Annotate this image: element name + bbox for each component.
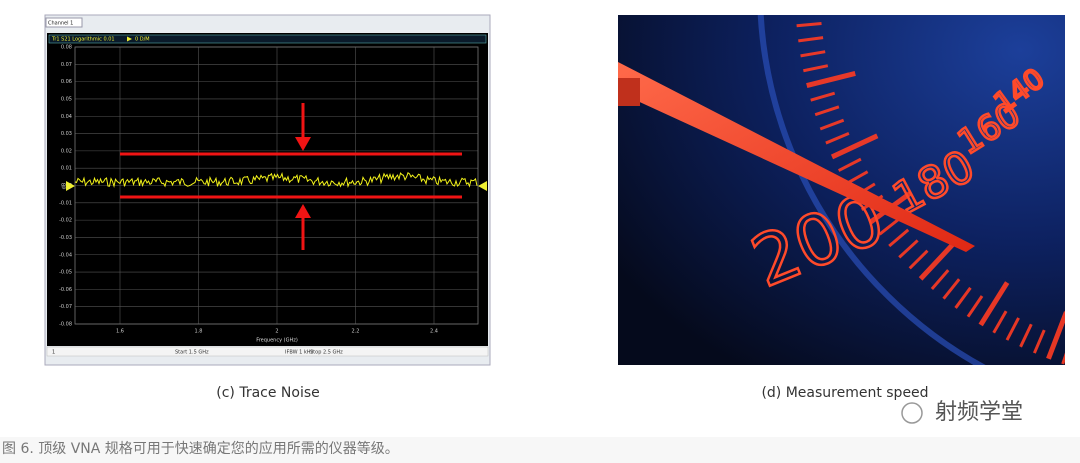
dial-tick <box>918 240 957 281</box>
status-item: Start 1.5 GHz <box>175 350 209 356</box>
watermark: 射频学堂 <box>935 400 1023 425</box>
dial-tick <box>898 239 919 259</box>
dial-tick <box>978 281 1010 327</box>
status-item: Stop 2.5 GHz <box>310 350 343 356</box>
y-tick-label: 0.05 <box>61 96 72 102</box>
caption-bg <box>0 437 1080 463</box>
dial-tick <box>878 217 901 236</box>
x-tick-label: 2.4 <box>430 329 438 335</box>
dial-tick <box>803 64 829 73</box>
figure-caption: 图 6. 顶级 VNA 规格可用于快速确定您的应用所需的仪器等级。 <box>2 440 399 457</box>
needle-hub <box>618 78 640 106</box>
status-bar <box>46 346 489 357</box>
dial-tick <box>806 71 856 88</box>
y-tick-label: 0.02 <box>61 148 72 154</box>
tab <box>45 17 83 28</box>
dial-tick <box>992 310 1008 334</box>
dial-tick <box>1046 311 1065 360</box>
y-tick-label: 0.06 <box>61 79 72 85</box>
dial-tick <box>814 105 840 117</box>
marker <box>127 36 132 42</box>
dial-tick <box>908 249 929 270</box>
dial-tick <box>837 157 862 172</box>
y-tick-label: 0.08 <box>61 45 72 51</box>
x-tick-label: 2 <box>275 329 278 335</box>
dial-tick <box>819 118 845 131</box>
dial-tick <box>800 50 826 58</box>
caption-d: (d) Measurement speed <box>761 385 928 401</box>
status-item: 1 <box>52 350 55 356</box>
dial-tick <box>796 22 822 28</box>
y-tick-label: -0.07 <box>59 304 72 310</box>
y-tick-label: -0.02 <box>59 218 72 224</box>
dial-tick <box>1019 323 1033 348</box>
dial-tick <box>1033 329 1046 354</box>
dial-tick <box>796 8 846 11</box>
trace-header-right: 0 D/M <box>135 37 150 43</box>
y-label: dB <box>62 182 68 189</box>
y-tick-label: 0.01 <box>61 166 72 172</box>
y-tick-label: -0.04 <box>59 252 72 258</box>
dial-tick <box>798 36 824 43</box>
plot-bg <box>47 33 488 346</box>
watermark-icon <box>901 402 923 424</box>
tab-label: Channel 1 <box>48 21 73 27</box>
y-tick-label: 0.03 <box>61 131 72 137</box>
dial-tick <box>930 269 950 290</box>
dial-tick <box>966 295 984 318</box>
plot-frame <box>74 46 479 325</box>
dial-tick <box>888 228 910 248</box>
dial-tick <box>825 131 850 145</box>
dial-tick <box>1061 352 1065 365</box>
arrow-down-head <box>295 137 311 151</box>
y-tick-label: -0.05 <box>59 270 72 276</box>
dial-tick <box>942 278 961 300</box>
x-tick-label: 2.2 <box>352 329 360 335</box>
needle <box>618 62 975 252</box>
y-tick-label: -0.03 <box>59 235 72 241</box>
trace-header <box>48 34 487 44</box>
arrow-up-head <box>295 204 311 218</box>
dial-tick <box>954 286 972 309</box>
grid: 0.080.070.060.050.040.030.020.010-0.01-0… <box>59 45 479 335</box>
dial-tick <box>810 91 836 102</box>
dial-tick <box>1005 317 1020 341</box>
status-item: IFBW 1 kHz <box>285 350 314 356</box>
x-tick-label: 1.8 <box>195 329 203 335</box>
y-tick-label: -0.06 <box>59 287 72 293</box>
y-tick-label: 0.07 <box>61 62 72 68</box>
y-tick-label: -0.01 <box>59 200 72 206</box>
y-tick-label: 0.04 <box>61 114 72 120</box>
y-tick-label: -0.08 <box>59 322 72 328</box>
dial-tick <box>830 133 879 160</box>
x-label: Frequency (GHz) <box>256 338 298 344</box>
trace-header-text: Tr1 S21 Logarithmic 0.01 <box>51 37 115 43</box>
noise-trace <box>74 171 478 189</box>
caption-c: (c) Trace Noise <box>216 385 320 401</box>
x-tick-label: 1.6 <box>116 329 124 335</box>
